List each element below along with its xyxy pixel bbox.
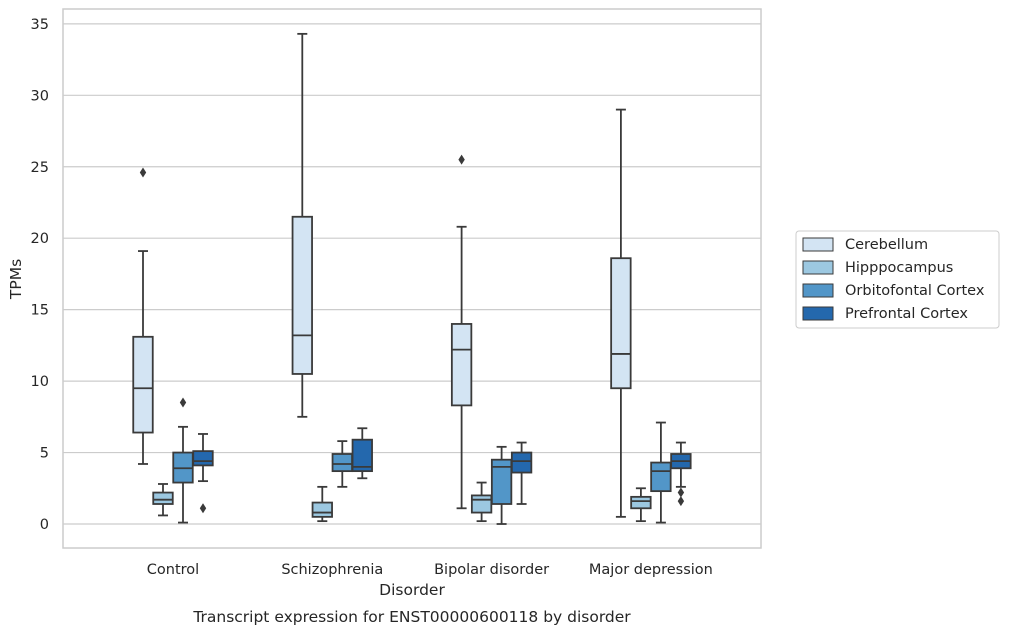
legend-item-2: Orbitofontal Cortex [802,283,985,299]
box-3-3 [670,441,692,507]
x-tick-labels: Control Schizophrenia Bipolar disorder Majo… [147,562,713,578]
box-iqr [630,495,652,510]
flier-1 [677,496,685,507]
x-tick-label-2: Bipolar disorder [434,562,549,578]
box-2-0 [172,397,194,524]
box-0-1 [291,32,313,418]
box-2-3 [650,421,672,524]
box-0-0 [132,167,154,465]
flier-0 [139,167,147,178]
legend-swatch [802,260,834,275]
x-tick-label-3: Major depression [589,562,713,578]
box-1-3 [630,487,652,523]
box-3-1 [351,427,373,480]
box-iqr [132,335,154,434]
legend-item-3: Prefrontal Cortex [802,306,968,322]
box-iqr [152,491,174,505]
box-2-1 [331,440,353,488]
y-tick-labels: 0 5 10 15 20 25 30 35 [31,17,49,533]
box-iqr [450,323,473,407]
y-tick-label-0: 0 [40,517,49,533]
y-tick-label-20: 20 [31,231,49,247]
y-axis-label: TPMs [7,259,25,300]
box-iqr [291,215,313,375]
gridlines [63,23,761,525]
box-1-0 [152,483,174,517]
flier-0 [199,503,207,514]
box-0-2 [450,154,473,510]
box-iqr [470,494,493,514]
box-iqr [192,450,214,467]
box-2-2 [490,445,513,525]
y-tick-label-35: 35 [31,17,49,33]
legend-item-1: Hipppocampus [802,260,953,276]
legend-label: Prefrontal Cortex [845,306,968,322]
boxes [132,32,692,525]
figure-caption: Transcript expression for ENST0000060011… [192,608,631,626]
legend-swatch [802,283,834,298]
flier-0 [677,487,685,498]
box-iqr [650,461,672,493]
legend-swatch [802,237,834,252]
y-tick-label-10: 10 [31,374,49,390]
legend-label: Orbitofontal Cortex [845,283,985,299]
box-iqr [351,438,373,473]
legend-frame [795,230,1000,329]
box-3-2 [510,441,533,505]
y-tick-label-15: 15 [31,303,49,319]
legend-label: Hipppocampus [845,260,953,276]
x-tick-label-0: Control [147,562,199,578]
legend-swatch [802,306,834,321]
box-iqr [490,458,513,505]
flier-0 [458,154,465,165]
x-axis-label: Disorder [379,581,445,599]
flier-0 [179,397,187,408]
legend-item-0: Cerebellum [802,237,928,253]
plot-frame [62,8,762,549]
box-1-1 [311,485,333,523]
box-0-3 [610,108,632,518]
legend-label: Cerebellum [845,237,928,253]
box-iqr [311,501,333,518]
box-1-2 [470,481,493,523]
y-tick-label-25: 25 [31,160,49,176]
x-tick-label-1: Schizophrenia [281,562,383,578]
box-3-0 [192,433,214,514]
box-iqr [331,453,353,473]
legend-items: Cerebellum Hipppocampus Orbitofontal Corte… [802,237,985,322]
y-tick-label-5: 5 [40,446,49,462]
y-tick-label-30: 30 [31,88,49,104]
box-iqr [510,451,533,474]
legend: Cerebellum Hipppocampus Orbitofontal Corte… [795,230,1000,329]
box-iqr [610,257,632,390]
